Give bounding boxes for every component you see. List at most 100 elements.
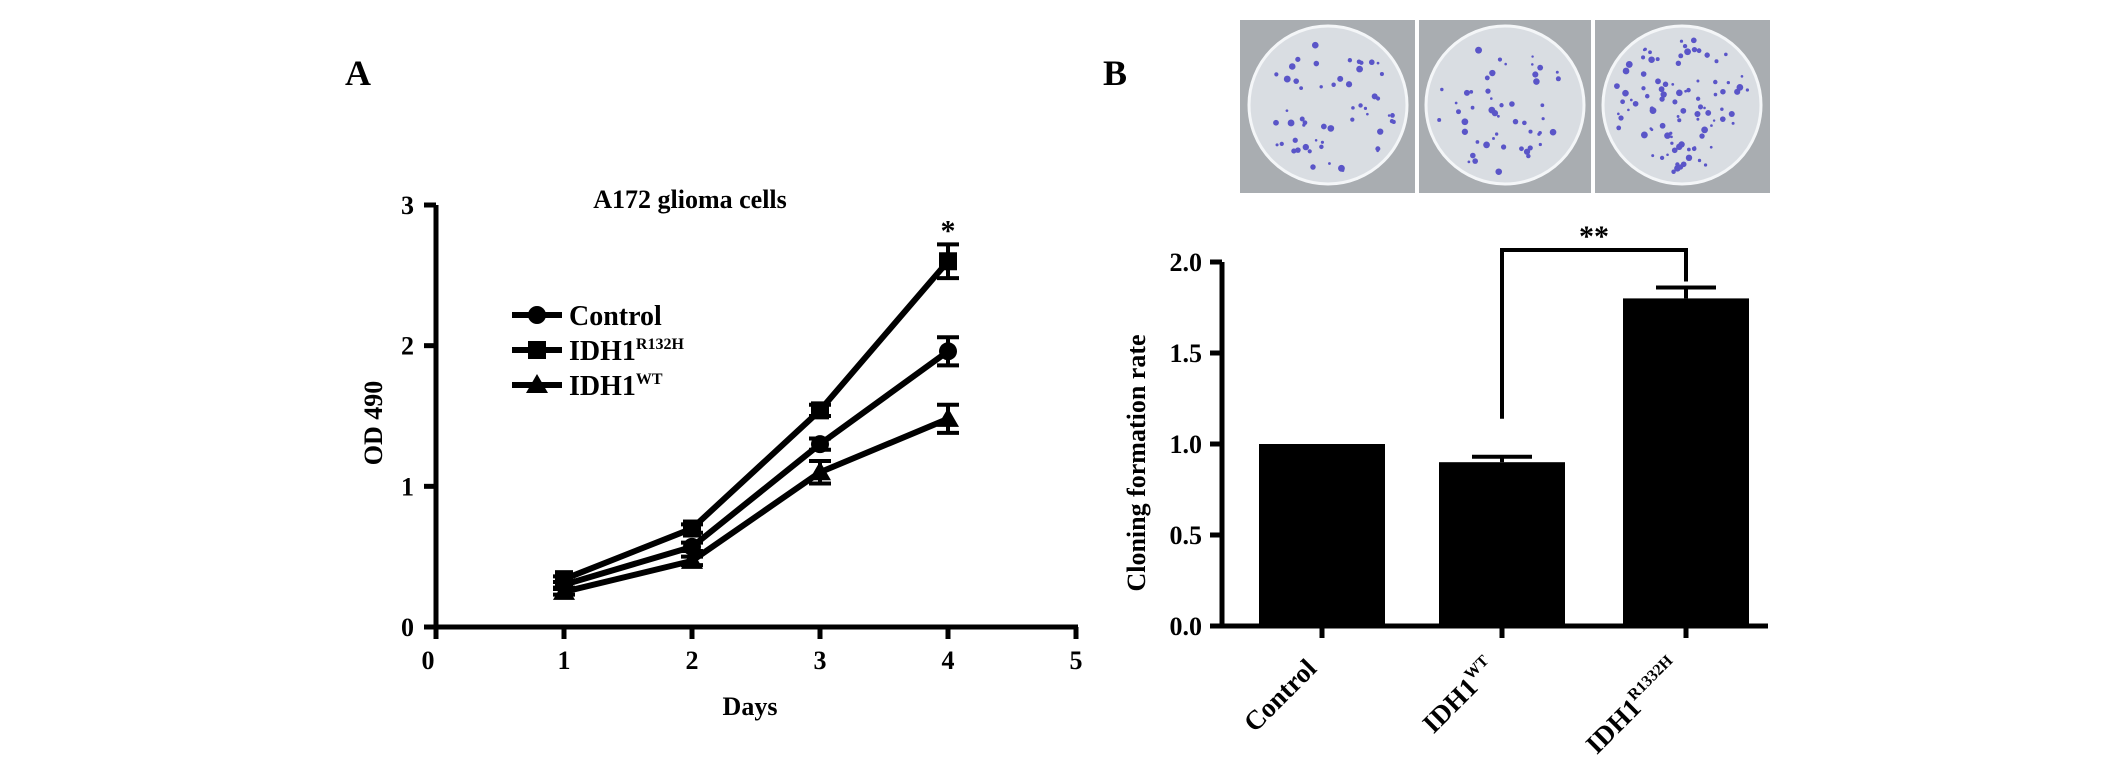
data-point: [553, 580, 575, 600]
colony: [1670, 141, 1674, 145]
colony: [1720, 88, 1726, 95]
colony: [1618, 115, 1624, 121]
colony: [1299, 86, 1304, 91]
colony: [1540, 103, 1545, 108]
colony: [1368, 59, 1375, 66]
colony: [1350, 117, 1355, 122]
data-point: [809, 461, 831, 481]
x-axis-label: Days: [723, 692, 778, 721]
photo-divider: [1591, 20, 1595, 193]
colony: [1295, 147, 1301, 153]
colony-photo-panel: [1240, 20, 1770, 193]
colony: [1696, 117, 1700, 121]
colony: [1713, 92, 1718, 97]
bar: [1623, 298, 1749, 626]
colony: [1504, 62, 1507, 66]
legend-label: Control: [569, 301, 662, 332]
colony: [1470, 105, 1475, 110]
data-point: [811, 401, 829, 420]
data-point: [683, 519, 701, 538]
colony: [1662, 81, 1669, 88]
colony: [1379, 72, 1384, 77]
colony: [1497, 57, 1503, 62]
colony: [1310, 164, 1316, 170]
colony: [1375, 96, 1381, 101]
colony: [1532, 71, 1539, 78]
colony: [1660, 91, 1667, 98]
data-point: [939, 342, 957, 361]
colony: [1495, 132, 1499, 136]
colony: [1356, 65, 1363, 73]
colony: [1377, 128, 1384, 135]
colony: [1489, 69, 1496, 77]
colony: [1649, 106, 1655, 111]
colony: [1731, 121, 1735, 125]
colony: [1676, 89, 1683, 97]
colony: [1648, 50, 1652, 55]
data-point: [939, 252, 957, 271]
colony: [1327, 125, 1335, 132]
colony: [1437, 117, 1442, 122]
colony: [1627, 108, 1630, 112]
colony: [1677, 118, 1682, 123]
x-tick-label: 5: [1070, 646, 1083, 675]
colony: [1695, 96, 1701, 101]
colony: [1684, 89, 1688, 93]
colony: [1687, 147, 1691, 152]
colony: [1528, 129, 1533, 134]
series-line: [562, 259, 951, 582]
colony: [1275, 143, 1279, 147]
colony: [1302, 143, 1309, 151]
colony: [1375, 146, 1381, 152]
colony: [1314, 139, 1318, 142]
colony: [1697, 158, 1702, 163]
colony: [1541, 117, 1545, 121]
significance-stars: **: [1579, 220, 1609, 253]
bar: [1439, 462, 1565, 626]
colony: [1274, 72, 1279, 77]
colony: [1620, 99, 1625, 105]
colony: [1650, 128, 1654, 132]
legend-item: IDH1R132H: [512, 336, 684, 367]
colony: [1526, 153, 1531, 159]
colony: [1488, 106, 1496, 114]
colony: [1696, 79, 1700, 83]
colony: [1531, 63, 1534, 66]
colony: [1390, 113, 1395, 118]
colony: [1522, 120, 1527, 126]
x-tick-label: 3: [814, 646, 827, 675]
bar-y-tick-label: 0.0: [1170, 612, 1203, 641]
bar-y-tick-label: 1.5: [1170, 339, 1203, 368]
y-tick-label: 3: [401, 191, 414, 220]
colony: [1519, 146, 1524, 152]
x-tick-label: 0: [422, 646, 435, 675]
line-chart-title: A172 glioma cells: [593, 185, 787, 214]
colony: [1389, 119, 1395, 124]
colony: [1674, 165, 1681, 172]
colony: [1293, 78, 1300, 84]
photo-divider: [1415, 20, 1419, 193]
colony: [1484, 75, 1490, 81]
colony: [1320, 123, 1327, 130]
colony: [1345, 81, 1353, 88]
x-tick-label: 2: [686, 646, 699, 675]
colony: [1319, 144, 1324, 150]
colony: [1616, 125, 1622, 131]
colony: [1659, 155, 1665, 161]
colony: [1666, 153, 1669, 157]
data-point: [937, 407, 959, 427]
colony: [1495, 168, 1503, 176]
colony: [1671, 169, 1676, 174]
bar-chart: 0.0 0.5 1.0 1.5 2.0 ** Control IDH1WT IDH1R133…: [1122, 220, 1768, 759]
colony: [1697, 104, 1704, 110]
significance-marker: *: [941, 214, 956, 247]
petri-dish-2: [1424, 24, 1586, 186]
data-point: [683, 537, 701, 556]
colony: [1347, 58, 1353, 63]
colony: [1617, 112, 1620, 116]
colony: [1713, 79, 1718, 85]
significance-bracket: [1500, 248, 1688, 419]
legend-item: Control: [512, 301, 662, 332]
category-label: IDH1WT: [1416, 652, 1503, 739]
colony: [1694, 111, 1701, 118]
